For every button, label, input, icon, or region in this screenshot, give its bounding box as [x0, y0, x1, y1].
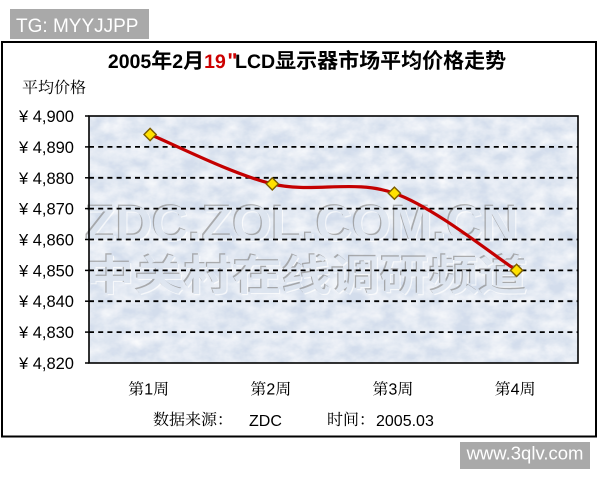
svg-text:¥ 4,840: ¥ 4,840 [18, 293, 74, 311]
svg-text:2005.03: 2005.03 [376, 413, 434, 430]
svg-text:¥ 4,860: ¥ 4,860 [18, 232, 74, 250]
svg-text:www.3qlv.com: www.3qlv.com [466, 443, 584, 464]
svg-text:TG: MYYJJPP: TG: MYYJJPP [16, 16, 138, 37]
svg-text:¥ 4,900: ¥ 4,900 [18, 108, 74, 126]
svg-text:¥ 4,830: ¥ 4,830 [18, 324, 74, 342]
svg-text:ZDC: ZDC [249, 413, 282, 430]
svg-text:¥ 4,820: ¥ 4,820 [18, 355, 74, 373]
svg-text:¥ 4,890: ¥ 4,890 [18, 139, 74, 157]
svg-text:¥ 4,870: ¥ 4,870 [18, 201, 74, 219]
svg-text:¥ 4,850: ¥ 4,850 [18, 262, 74, 280]
svg-text:¥ 4,880: ¥ 4,880 [18, 170, 74, 188]
